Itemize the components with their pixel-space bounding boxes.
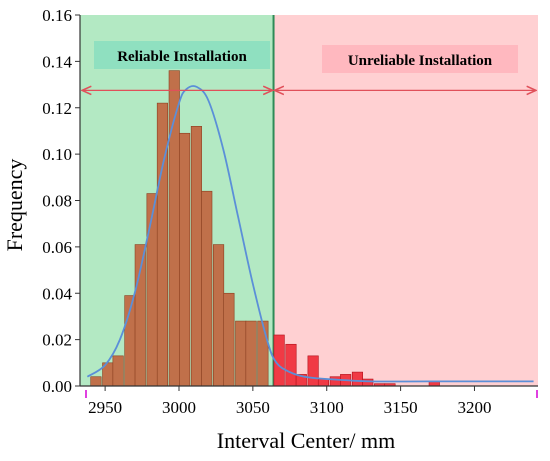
histogram-bar xyxy=(235,320,247,387)
y-tick-label: 0.08 xyxy=(42,192,72,211)
histogram-bar xyxy=(179,132,191,387)
x-tick-label: 3100 xyxy=(310,398,344,417)
y-tick-label: 0.16 xyxy=(42,6,72,25)
histogram-bar xyxy=(190,126,202,387)
histogram-bar xyxy=(213,244,225,387)
y-tick-label: 0.12 xyxy=(42,99,72,118)
histogram-bar xyxy=(134,244,146,387)
histogram-bar xyxy=(146,193,158,387)
histogram-bar xyxy=(245,320,257,387)
histogram-bars xyxy=(90,70,440,387)
x-axis-title: Interval Center/ mm xyxy=(217,428,395,453)
x-tick-label: 3050 xyxy=(236,398,270,417)
y-tick-label: 0.06 xyxy=(42,238,72,257)
y-tick-label: 0.14 xyxy=(42,52,72,71)
normal-fit-curve xyxy=(86,85,534,383)
histogram-bar xyxy=(156,102,168,387)
histogram-bar xyxy=(112,355,124,387)
histogram-bar xyxy=(307,355,319,387)
histogram-bar xyxy=(90,376,102,387)
axes: 0.00 0.02 0.04 0.06 0.08 0.10 0.12 0.14 0.16 2950… xyxy=(42,6,538,417)
unreliable-label: Unreliable Installation xyxy=(348,53,493,69)
histogram-bar xyxy=(351,371,363,387)
reliable-label: Reliable Installation xyxy=(117,49,247,65)
histogram-bar xyxy=(362,378,374,387)
histogram-bar xyxy=(329,376,341,387)
y-tick-label: 0.00 xyxy=(42,377,72,396)
y-tick-label: 0.02 xyxy=(42,331,72,350)
y-tick-label: 0.04 xyxy=(42,284,72,303)
x-tick-label: 3200 xyxy=(457,398,491,417)
annotations: Reliable Installation Unreliable Installa… xyxy=(82,41,536,90)
histogram-bar xyxy=(201,190,213,387)
x-tick-label: 3000 xyxy=(162,398,196,417)
unreliable-label-box xyxy=(322,45,518,73)
x-tick-label: 3150 xyxy=(384,398,418,417)
histogram-bar xyxy=(317,378,330,387)
x-tick-label: 2950 xyxy=(88,398,122,417)
histogram-bar xyxy=(285,343,297,387)
y-axis-title: Frequency xyxy=(2,159,27,252)
histogram-bar xyxy=(223,292,235,387)
y-tick-label: 0.10 xyxy=(42,145,72,164)
region-unreliable xyxy=(273,15,538,386)
reliable-label-box xyxy=(94,41,270,69)
histogram-bar xyxy=(257,320,269,387)
fit-curve-layer xyxy=(86,85,534,383)
